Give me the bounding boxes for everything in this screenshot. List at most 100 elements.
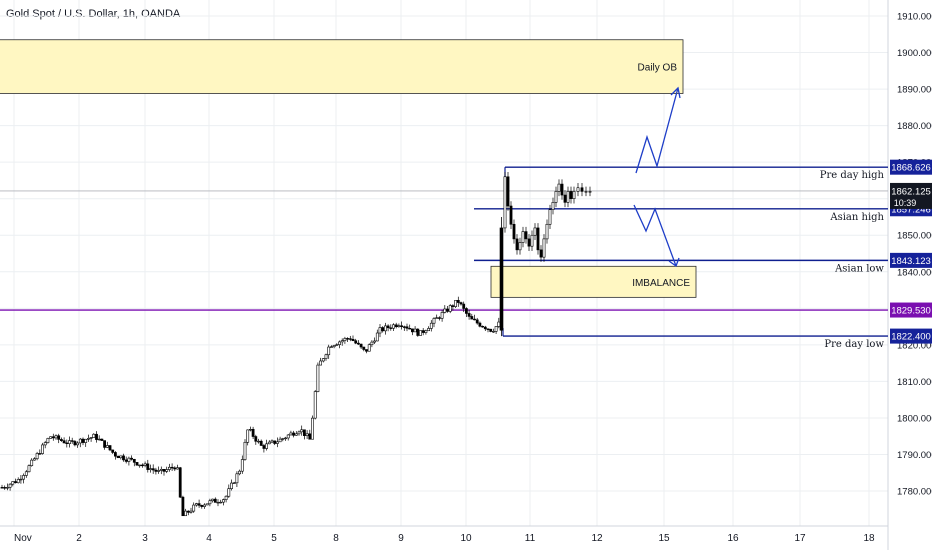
level-badge-3[interactable] xyxy=(890,252,932,268)
candle xyxy=(97,438,101,441)
candle xyxy=(316,364,320,392)
candle xyxy=(178,467,182,498)
candle xyxy=(222,499,225,503)
candle xyxy=(332,345,336,348)
candle xyxy=(154,469,158,472)
level-badge-4[interactable] xyxy=(890,328,932,344)
candle xyxy=(281,438,285,440)
price-tick-label: 1850.000 xyxy=(897,231,932,242)
candle xyxy=(343,338,347,341)
chart-title: Gold Spot / U.S. Dollar, 1h, OANDA xyxy=(6,8,181,20)
candle xyxy=(189,510,193,513)
candle xyxy=(533,227,537,236)
candle xyxy=(81,438,85,443)
candle xyxy=(451,305,455,307)
candle xyxy=(232,482,236,484)
candle xyxy=(300,429,304,433)
current-price-badge[interactable] xyxy=(890,182,932,209)
level-badge-1[interactable] xyxy=(890,159,932,175)
level-badge-4-text: 1822.400 xyxy=(891,332,931,343)
candle xyxy=(251,429,255,437)
candle xyxy=(246,429,250,443)
candle xyxy=(30,459,34,466)
candle xyxy=(410,328,414,333)
candle xyxy=(249,429,252,431)
candle xyxy=(311,417,314,440)
time-tick-label: 4 xyxy=(206,533,212,544)
candle xyxy=(3,487,7,489)
candle xyxy=(464,308,468,314)
candle xyxy=(346,338,350,340)
candle xyxy=(0,487,4,489)
candle xyxy=(572,191,576,199)
candle xyxy=(440,312,444,319)
time-tick-label: 11 xyxy=(525,533,536,544)
candle xyxy=(227,488,231,497)
candle xyxy=(119,455,123,459)
candle xyxy=(57,435,61,440)
time-tick-label: 15 xyxy=(658,533,670,544)
candle xyxy=(184,510,188,517)
candle xyxy=(392,324,395,329)
time-tick-label: Nov xyxy=(14,533,32,544)
candle xyxy=(132,458,136,463)
candle xyxy=(483,326,487,330)
candle xyxy=(186,510,190,513)
time-tick-label: 8 xyxy=(333,533,339,544)
candle xyxy=(224,495,228,500)
candle xyxy=(580,187,584,192)
candle xyxy=(143,463,147,466)
candle xyxy=(105,445,109,448)
candle xyxy=(539,249,543,258)
time-tick-label: 16 xyxy=(727,533,739,544)
candle xyxy=(524,231,528,240)
time-tick-label: 5 xyxy=(271,533,277,544)
candle xyxy=(478,322,482,327)
candle xyxy=(32,458,36,461)
candle xyxy=(138,464,142,467)
candle xyxy=(527,238,531,247)
candle xyxy=(416,328,420,336)
projection-down-arrowhead xyxy=(668,257,680,268)
candle xyxy=(503,176,507,229)
candle xyxy=(284,437,287,440)
imbalance-zone xyxy=(490,265,697,298)
candle xyxy=(238,470,242,475)
candle xyxy=(554,191,558,203)
candle xyxy=(19,478,23,481)
candle xyxy=(467,313,471,317)
price-tick-label: 1840.000 xyxy=(897,267,932,278)
candle xyxy=(454,300,458,307)
candle xyxy=(127,457,131,462)
candle xyxy=(181,496,185,517)
candle xyxy=(70,440,74,442)
level-label-1: Pre day high xyxy=(820,170,885,181)
candle xyxy=(354,340,358,344)
candle xyxy=(378,327,382,334)
countdown-text: 10:39 xyxy=(894,198,917,208)
candle xyxy=(275,441,279,444)
candle xyxy=(437,317,441,319)
candle xyxy=(362,346,366,350)
price-tick-label: 1890.000 xyxy=(897,85,932,96)
candle xyxy=(588,191,592,193)
candle xyxy=(130,457,134,460)
candle xyxy=(205,503,209,506)
candle xyxy=(192,504,196,512)
support-badge[interactable] xyxy=(890,302,932,318)
candle xyxy=(329,346,333,348)
candle xyxy=(170,466,174,469)
candle xyxy=(254,436,258,442)
time-tick-label: 18 xyxy=(863,533,875,544)
candle xyxy=(338,341,341,345)
candle xyxy=(397,325,401,328)
candle xyxy=(486,328,490,330)
level-label-4: Pre day low xyxy=(824,339,884,350)
candle xyxy=(95,433,98,440)
candle xyxy=(173,467,177,470)
candle xyxy=(576,187,580,192)
candle xyxy=(373,340,377,343)
candle xyxy=(235,473,239,484)
candle xyxy=(518,242,522,251)
